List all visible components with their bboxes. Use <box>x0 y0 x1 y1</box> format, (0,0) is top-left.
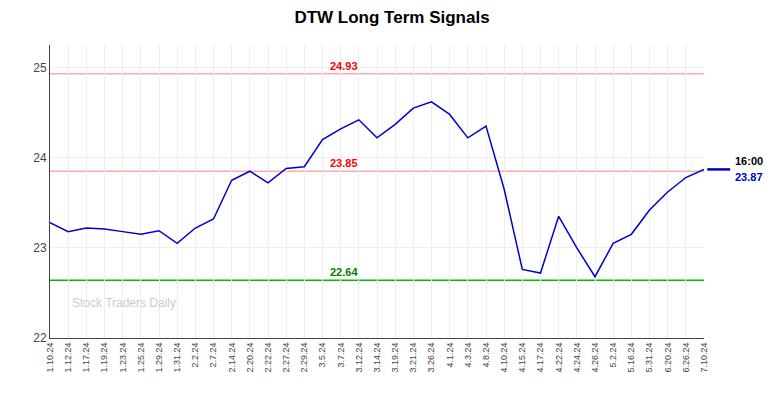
svg-text:1.17.24: 1.17.24 <box>81 343 91 373</box>
svg-text:24: 24 <box>33 151 47 165</box>
svg-text:1.31.24: 1.31.24 <box>172 343 182 373</box>
svg-text:3.7.24: 3.7.24 <box>336 343 346 368</box>
svg-text:23.85: 23.85 <box>330 157 358 169</box>
svg-text:1.29.24: 1.29.24 <box>154 343 164 373</box>
svg-text:7.10.24: 7.10.24 <box>699 343 709 373</box>
svg-text:2.27.24: 2.27.24 <box>281 343 291 373</box>
svg-text:4.26.24: 4.26.24 <box>590 343 600 373</box>
svg-text:16:00: 16:00 <box>735 155 763 167</box>
svg-text:24.93: 24.93 <box>330 60 358 72</box>
svg-text:2.29.24: 2.29.24 <box>299 343 309 373</box>
svg-text:3.19.24: 3.19.24 <box>390 343 400 373</box>
svg-text:Stock Traders Daily: Stock Traders Daily <box>72 296 176 310</box>
svg-text:DTW Long Term Signals: DTW Long Term Signals <box>294 8 489 27</box>
svg-text:4.17.24: 4.17.24 <box>535 343 545 373</box>
svg-text:4.15.24: 4.15.24 <box>517 343 527 373</box>
svg-text:4.24.24: 4.24.24 <box>572 343 582 373</box>
svg-text:5.16.24: 5.16.24 <box>626 343 636 373</box>
svg-text:2.2.24: 2.2.24 <box>190 343 200 368</box>
svg-text:2.7.24: 2.7.24 <box>208 343 218 368</box>
svg-text:1.25.24: 1.25.24 <box>136 343 146 373</box>
svg-text:4.1.24: 4.1.24 <box>445 343 455 368</box>
svg-text:4.3.24: 4.3.24 <box>463 343 473 368</box>
svg-text:3.21.24: 3.21.24 <box>408 343 418 373</box>
svg-text:23.87: 23.87 <box>735 171 763 183</box>
svg-text:4.8.24: 4.8.24 <box>481 343 491 368</box>
svg-text:1.10.24: 1.10.24 <box>45 343 55 373</box>
svg-text:6.26.24: 6.26.24 <box>681 343 691 373</box>
svg-text:3.26.24: 3.26.24 <box>426 343 436 373</box>
svg-text:2.14.24: 2.14.24 <box>227 343 237 373</box>
svg-text:5.2.24: 5.2.24 <box>608 343 618 368</box>
svg-text:25: 25 <box>33 61 47 75</box>
svg-text:3.12.24: 3.12.24 <box>354 343 364 373</box>
svg-text:4.10.24: 4.10.24 <box>499 343 509 373</box>
svg-text:2.22.24: 2.22.24 <box>263 343 273 373</box>
svg-text:6.20.24: 6.20.24 <box>663 343 673 373</box>
svg-text:1.12.24: 1.12.24 <box>63 343 73 373</box>
svg-text:2.20.24: 2.20.24 <box>245 343 255 373</box>
svg-text:3.5.24: 3.5.24 <box>317 343 327 368</box>
svg-text:3.14.24: 3.14.24 <box>372 343 382 373</box>
svg-text:1.19.24: 1.19.24 <box>99 343 109 373</box>
svg-text:22: 22 <box>33 331 47 345</box>
svg-text:1.23.24: 1.23.24 <box>118 343 128 373</box>
svg-text:22.64: 22.64 <box>330 266 358 278</box>
svg-text:23: 23 <box>33 241 47 255</box>
svg-text:5.31.24: 5.31.24 <box>644 343 654 373</box>
svg-text:4.22.24: 4.22.24 <box>554 343 564 373</box>
